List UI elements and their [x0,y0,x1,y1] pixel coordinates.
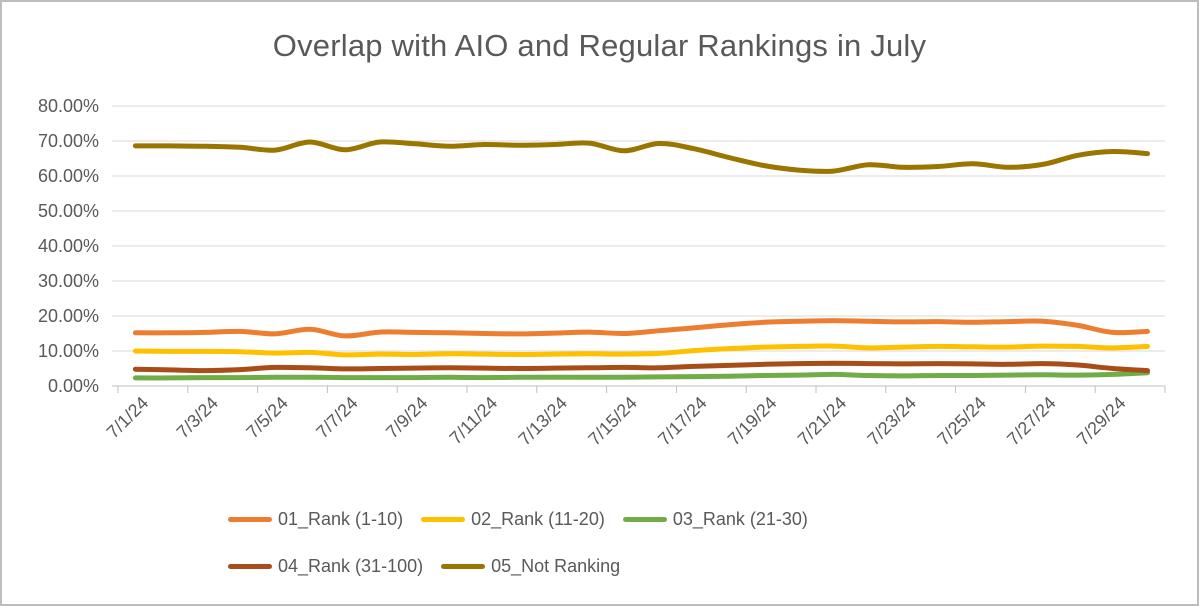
legend-row: 04_Rank (31-100) 05_Not Ranking [228,556,620,577]
x-axis-tick-label: 7/7/24 [312,393,362,443]
legend-item: 03_Rank (21-30) [622,509,808,530]
legend-label: 04_Rank (31-100) [278,556,424,576]
x-axis-tick-label: 7/5/24 [242,393,292,443]
series-line-2 [132,343,1150,358]
legend-label: 03_Rank (21-30) [672,509,808,529]
x-axis-tick-label: 7/9/24 [382,393,432,443]
x-axis-tick-label: 7/15/24 [584,393,641,450]
x-axis-tick-label: 7/17/24 [654,393,711,450]
y-axis-tick-label: 40.00% [38,236,99,256]
legend-label: 02_Rank (11-20) [471,509,605,529]
series-line-1 [132,318,1150,339]
y-axis-tick-label: 30.00% [38,271,99,291]
x-axis-tick-label: 7/11/24 [446,393,502,449]
x-axis-tick-label: 7/1/24 [103,393,153,443]
legend-item: 05_Not Ranking [441,556,620,577]
legend-swatch-icon [441,564,486,569]
series-line-5 [132,139,1150,174]
y-axis-tick-label: 60.00% [38,166,99,186]
x-axis-tick-label: 7/29/24 [1073,393,1130,450]
legend-swatch-icon [421,517,466,522]
y-axis-tick-label: 70.00% [38,131,99,151]
legend-swatch-icon [622,517,667,522]
y-axis-tick-label: 0.00% [48,376,99,396]
legend-item: 04_Rank (31-100) [228,556,423,577]
legend-label: 05_Not Ranking [491,556,621,576]
legend-item: 01_Rank (1-10) [228,509,403,530]
legend-swatch-icon [228,564,272,569]
x-axis-tick-label: 7/27/24 [1003,393,1060,450]
legend-label: 01_Rank (1-10) [278,509,404,529]
x-axis-tick-label: 7/3/24 [173,393,223,443]
series-line-3 [132,370,1150,381]
x-axis-tick-label: 7/25/24 [933,393,990,450]
x-axis-tick-label: 7/21/24 [794,393,851,450]
x-axis-tick-label: 7/13/24 [514,393,571,450]
series-line-4 [132,360,1150,374]
y-axis-tick-label: 80.00% [38,96,99,116]
legend-swatch-icon [228,517,272,522]
y-axis-tick-label: 50.00% [38,201,99,221]
x-axis-tick-label: 7/19/24 [724,393,781,450]
legend-row: 01_Rank (1-10) 02_Rank (11-20) 03_Rank (21… [228,509,808,530]
y-axis-tick-label: 20.00% [38,306,99,326]
x-axis-tick-label: 7/23/24 [863,393,920,450]
y-axis-tick-label: 10.00% [38,341,99,361]
chart-title: Overlap with AIO and Regular Rankings in… [272,28,927,63]
legend-item: 02_Rank (11-20) [421,509,605,530]
